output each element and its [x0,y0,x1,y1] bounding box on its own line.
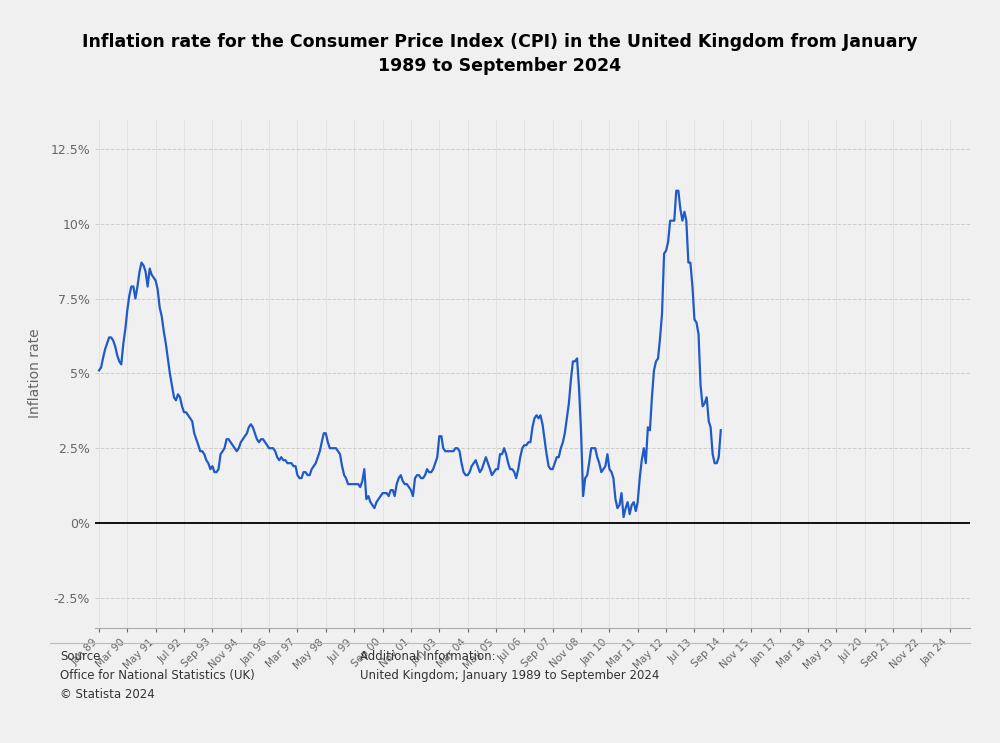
Text: Inflation rate for the Consumer Price Index (CPI) in the United Kingdom from Jan: Inflation rate for the Consumer Price In… [82,33,918,75]
Y-axis label: Inflation rate: Inflation rate [28,328,42,418]
Text: Additional Information:
United Kingdom; January 1989 to September 2024: Additional Information: United Kingdom; … [360,650,659,682]
Text: Source
Office for National Statistics (UK)
© Statista 2024: Source Office for National Statistics (U… [60,650,255,701]
